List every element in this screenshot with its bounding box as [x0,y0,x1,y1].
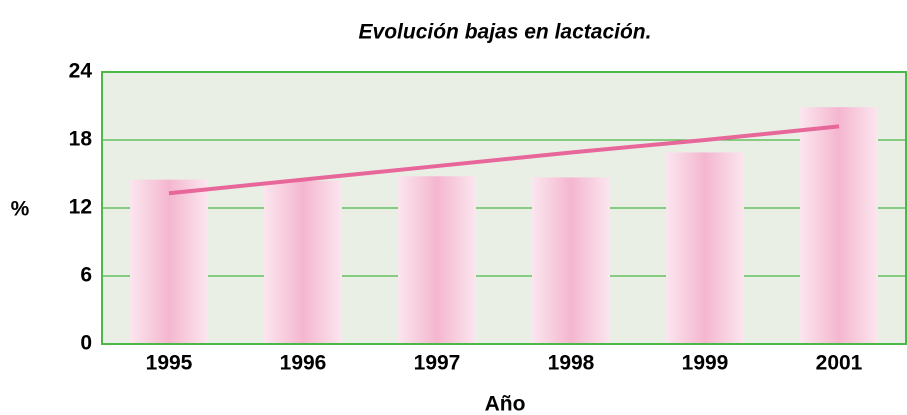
chart-title: Evolución bajas en lactación. [359,21,652,44]
x-tick-label: 1996 [280,352,327,375]
trend-line [168,124,840,196]
y-tick-label: 24 [69,60,93,83]
bar [800,107,878,344]
x-tick-label: 1998 [548,352,595,375]
x-axis-title: Año [485,393,526,415]
bar [398,176,476,344]
x-tick-label: 1997 [414,352,461,375]
y-tick-label: 6 [80,264,92,287]
y-tick-label: 12 [69,196,92,219]
x-tick-label: 2001 [816,352,863,375]
bar [532,177,610,344]
bar [264,180,342,344]
bar [666,152,744,344]
bar [130,179,208,344]
y-tick-label: 18 [69,128,93,151]
x-tick-label: 1999 [682,352,729,375]
y-tick-label: 0 [80,332,92,355]
x-tick-label: 1995 [146,352,193,375]
y-axis-title: % [11,198,30,221]
plot-border [101,71,907,345]
